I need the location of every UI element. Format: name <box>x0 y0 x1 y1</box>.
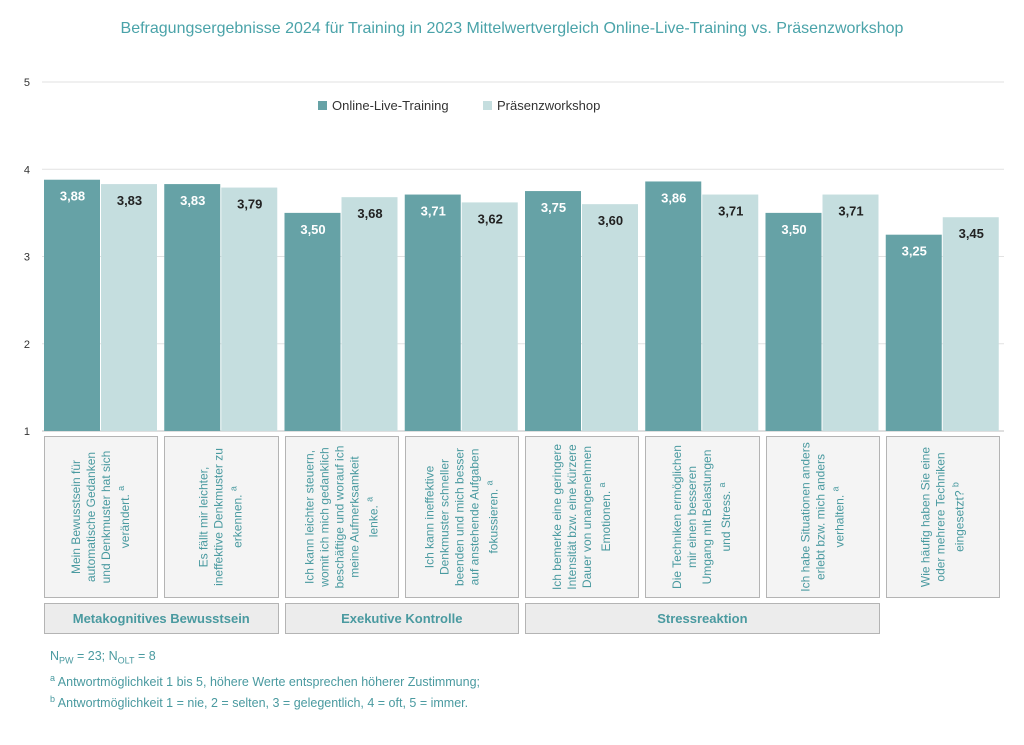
legend: Online-Live-Training Präsenzworkshop <box>318 98 600 113</box>
category-box: Ich habe Situationen anders erlebt bzw. … <box>765 436 880 598</box>
bar-online <box>44 179 100 431</box>
n-pw-sub: PW <box>59 655 74 666</box>
data-label: 3,50 <box>300 222 325 237</box>
data-label: 3,60 <box>598 213 623 228</box>
value-labels: 3,88 3,83 3,50 3,71 3,75 3,86 3,50 3,25 3,83 3,79… <box>60 189 984 259</box>
category-label: Mein Bewusstsein für automatische Gedank… <box>69 450 133 584</box>
footnote-b-text: Antwortmöglichkeit 1 = nie, 2 = selten, … <box>55 695 469 710</box>
data-label: 3,71 <box>718 204 743 219</box>
category-box: Die Techniken ermöglichen mir einen bess… <box>645 436 760 598</box>
data-label: 3,83 <box>117 193 142 208</box>
n-pw-base: N <box>50 649 60 663</box>
y-tick-label: 4 <box>24 164 30 176</box>
y-tick-label: 5 <box>24 77 30 89</box>
data-label: 3,25 <box>902 244 927 259</box>
y-tick-label: 3 <box>24 252 30 264</box>
bar-praesenz <box>822 194 879 431</box>
category-label: Ich kann leichter steuern, womit ich mic… <box>302 445 381 589</box>
footnote-a-mark: a <box>50 672 56 683</box>
group-label: Metakognitives Bewusstsein <box>44 603 279 634</box>
bar-praesenz <box>582 204 638 431</box>
data-label: 3,88 <box>60 189 85 204</box>
bar-praesenz <box>461 202 518 431</box>
bar-online <box>284 212 341 431</box>
y-tick-label: 1 <box>24 426 30 438</box>
bar-online <box>645 181 702 431</box>
category-box: Mein Bewusstsein für automatische Gedank… <box>44 436 159 598</box>
category-box: Ich kann ineffektive Denkmuster schnelle… <box>404 436 519 598</box>
bar-online <box>885 234 942 431</box>
bar-praesenz <box>702 194 759 431</box>
footnotes: NPW = 23; NOLT = 8 a Antwortmöglichkeit … <box>50 648 480 712</box>
data-label: 3,68 <box>357 206 382 221</box>
footnote-a-text: Antwortmöglichkeit 1 bis 5, höhere Werte… <box>55 674 480 689</box>
legend-label: Präsenzworkshop <box>497 98 600 113</box>
bars <box>44 179 999 431</box>
footnote-b-mark: b <box>50 693 56 704</box>
chart-title: Befragungsergebnisse 2024 für Training i… <box>120 20 904 37</box>
bar-praesenz <box>101 184 157 431</box>
legend-swatch <box>483 101 492 110</box>
data-label: 3,79 <box>237 197 262 212</box>
category-label: Es fällt mir leichter, ineffektive Denkm… <box>196 448 245 586</box>
category-label: Wie häufig haben Sie eine oder mehrere T… <box>918 446 967 588</box>
data-label: 3,83 <box>180 193 205 208</box>
category-box: Wie häufig haben Sie eine oder mehrere T… <box>885 436 1000 598</box>
group-label: Exekutive Kontrolle <box>284 603 519 634</box>
bar-online <box>525 191 581 431</box>
y-axis: 1 2 3 4 5 <box>24 77 30 438</box>
data-label: 3,71 <box>838 204 863 219</box>
data-label: 3,50 <box>781 222 806 237</box>
y-tick-label: 2 <box>24 339 30 351</box>
n-olt-sub: OLT <box>117 655 135 666</box>
n-olt-rest: = 8 <box>134 649 156 663</box>
footnote-n: NPW = 23; NOLT = 8 <box>50 648 480 670</box>
category-box: Es fällt mir leichter, ineffektive Denkm… <box>164 436 279 598</box>
category-box: Ich kann leichter steuern, womit ich mic… <box>284 436 399 598</box>
category-label: Ich habe Situationen anders erlebt bzw. … <box>798 442 847 592</box>
footnote-b: b Antwortmöglichkeit 1 = nie, 2 = selten… <box>50 691 480 712</box>
bar-praesenz <box>341 197 398 431</box>
n-pw-rest: = 23; N <box>73 649 118 663</box>
bar-online <box>164 184 221 431</box>
bar-praesenz <box>942 217 999 431</box>
group-label: Stressreaktion <box>525 603 880 634</box>
bar-praesenz <box>221 187 278 431</box>
data-label: 3,75 <box>541 200 566 215</box>
legend-swatch <box>318 101 327 110</box>
bar-online <box>765 212 822 431</box>
category-box: Ich bemerke eine geringere Intensität bz… <box>525 436 640 598</box>
data-label: 3,71 <box>421 204 446 219</box>
data-label: 3,45 <box>959 226 984 241</box>
data-label: 3,86 <box>661 190 686 205</box>
footnote-a: a Antwortmöglichkeit 1 bis 5, höhere Wer… <box>50 670 480 691</box>
category-label: Die Techniken ermöglichen mir einen bess… <box>670 445 734 589</box>
legend-label: Online-Live-Training <box>332 98 449 113</box>
bar-online <box>404 194 461 431</box>
category-label: Ich bemerke eine geringere Intensität bz… <box>550 443 614 591</box>
data-label: 3,62 <box>478 211 503 226</box>
category-label: Ich kann ineffektive Denkmuster schnelle… <box>422 447 501 587</box>
